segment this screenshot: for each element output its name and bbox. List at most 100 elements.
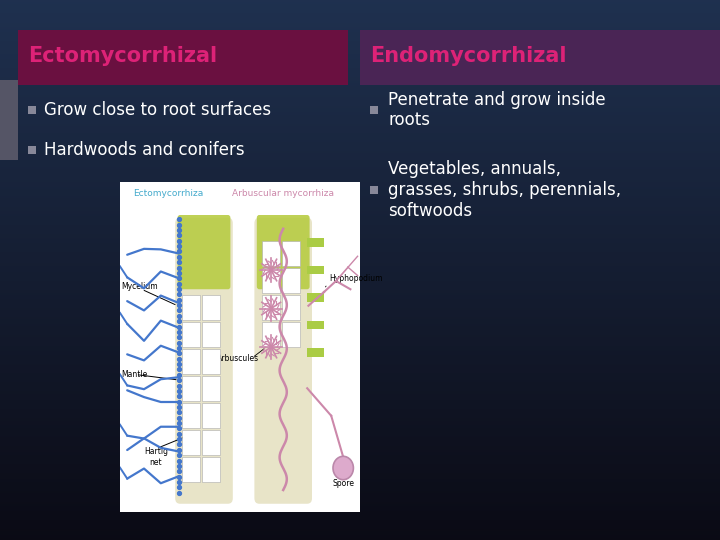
Bar [0,470,720,471]
Bar [0,248,720,250]
Bar [0,99,720,101]
Bar [0,533,720,535]
Bar [0,70,720,72]
Bar [0,204,720,205]
Bar [0,243,720,245]
Bar [0,130,720,131]
Bar [0,466,720,468]
Bar [0,137,720,139]
Bar [202,349,220,374]
Bar [0,443,720,444]
Bar [0,92,720,93]
Bar [0,490,720,491]
Bar [0,182,720,184]
Bar [0,50,720,52]
Bar [0,200,720,201]
Bar [0,517,720,518]
Bar [0,290,720,292]
Bar [0,524,720,525]
Bar [0,452,720,454]
Bar [0,47,720,49]
Bar [0,254,720,255]
Bar [0,378,720,380]
Bar [0,471,720,474]
Text: Ectomycorrhizal: Ectomycorrhizal [28,46,217,66]
Bar [0,409,720,410]
Bar [0,312,720,313]
Bar [182,376,200,401]
Bar [0,225,720,227]
Bar [0,398,720,400]
Bar [0,209,720,211]
Bar [202,322,220,347]
Bar [0,309,720,312]
Bar [0,286,720,288]
Bar [0,261,720,263]
Bar [0,464,720,466]
Bar [307,266,324,274]
Bar [0,106,720,108]
Bar [0,142,720,144]
Bar [0,126,720,128]
Bar [0,428,720,430]
Bar [0,369,720,371]
Bar [0,9,720,11]
Bar [282,241,300,266]
Text: Grow close to root surfaces: Grow close to root surfaces [44,101,271,119]
Bar [0,228,720,231]
Bar [0,20,720,22]
Bar [0,128,720,130]
Bar [0,193,720,194]
Bar [0,363,720,366]
Bar [0,76,720,77]
Text: Endomycorrhizal: Endomycorrhizal [370,46,567,66]
Bar [18,30,348,85]
Bar [0,113,720,115]
Bar [0,383,720,385]
Bar [282,295,300,320]
Bar [0,522,720,524]
Bar [0,140,720,142]
Bar [0,74,720,76]
FancyBboxPatch shape [178,215,230,289]
Bar [0,79,720,81]
Bar [0,306,720,308]
Bar [0,191,720,193]
Bar [0,56,720,58]
Bar [0,304,720,306]
Text: Vegetables, annuals,
grasses, shrubs, perennials,
softwoods: Vegetables, annuals, grasses, shrubs, pe… [388,160,621,220]
Bar [0,88,720,90]
Bar [0,133,720,135]
Bar [0,444,720,447]
Bar [0,468,720,470]
Bar [0,25,720,27]
Bar [0,227,720,228]
Bar [0,360,720,362]
Bar [0,169,720,171]
Bar [0,198,720,200]
Bar [0,518,720,520]
Bar [0,164,720,166]
Bar [0,292,720,293]
Bar [0,220,720,221]
Bar [0,135,720,137]
Bar [0,336,720,339]
Bar [0,43,720,45]
Bar [0,497,720,498]
Bar [0,412,720,414]
Bar [0,238,720,239]
Bar [0,270,720,272]
Bar [0,42,720,43]
Bar [0,259,720,261]
Bar [0,11,720,12]
Bar [0,351,720,353]
Bar [0,59,720,61]
Bar [0,85,720,86]
Bar [0,475,720,477]
Bar [0,344,720,346]
Bar [0,313,720,315]
Bar [0,173,720,174]
Bar [0,333,720,335]
Bar [0,374,720,376]
Bar [0,293,720,295]
